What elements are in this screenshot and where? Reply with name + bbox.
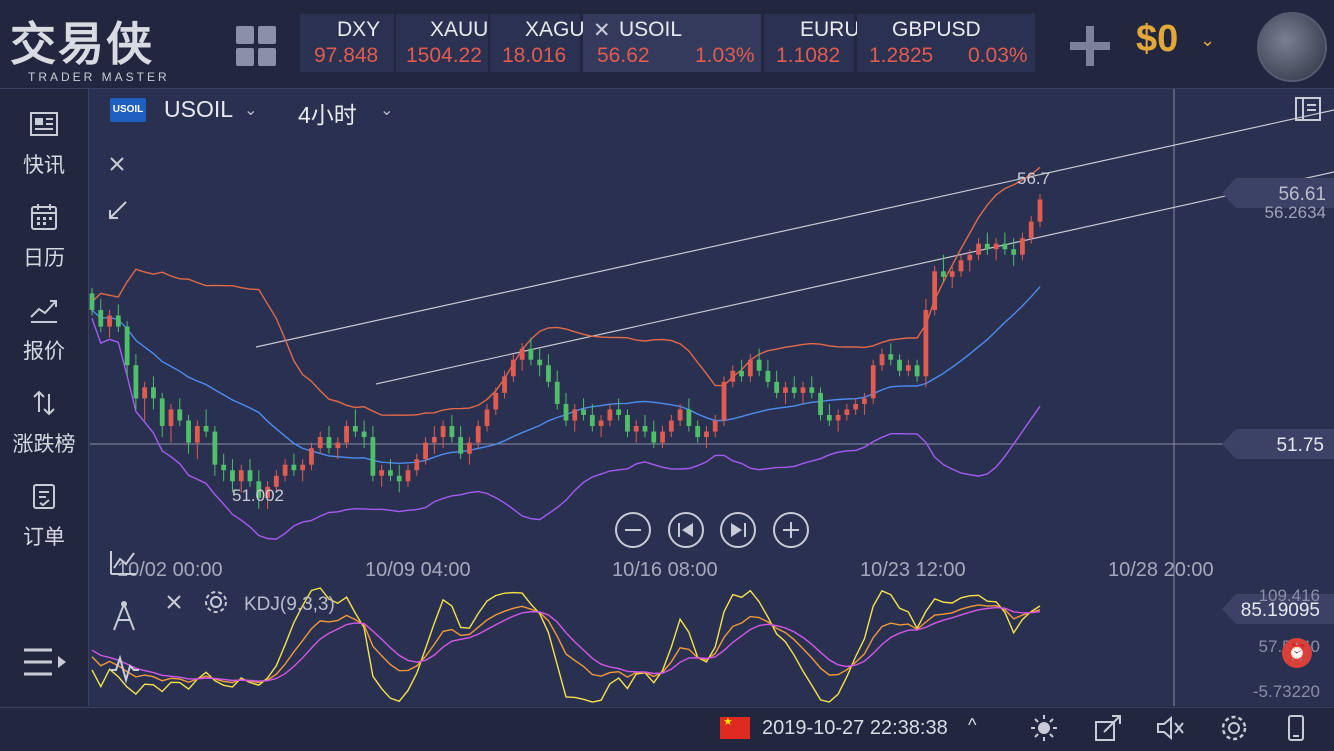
sidebar-item-label: 涨跌榜 [12,433,76,456]
zoom-in-button[interactable] [773,512,809,548]
quote-change: 0.03% [968,44,1028,67]
gear-icon[interactable] [203,589,229,615]
drawing-tool-icon[interactable] [110,600,138,632]
phone-icon[interactable] [1286,714,1306,742]
sidebar-item-label: 订单 [23,526,65,549]
quote-price: 1.1082 [776,44,841,67]
close-icon[interactable]: ✕ [593,19,611,42]
quote-symbol: GBPUSD [892,18,981,41]
quote-symbol: XAUU [430,18,489,41]
status-bar [0,707,1334,751]
menu-icon[interactable] [22,645,68,679]
avatar[interactable] [1257,12,1327,82]
calendar-icon [31,204,57,230]
quote-symbol: USOIL [619,18,683,41]
collapse-icon[interactable] [106,198,130,222]
sidebar-toggle-icon[interactable] [1294,96,1322,122]
quote-price: 18.016 [502,44,567,67]
chart-area[interactable] [89,89,1334,706]
quote-tab-xauu[interactable]: XAUU 1504.22 [396,14,488,72]
top-bar: 交易侠 TRADER MASTER DXY 97.848 XAUU 1504.2… [0,0,1334,89]
chevron-up-icon[interactable]: ^ [968,715,977,735]
quote-tab-euru[interactable]: EURU 1.1082 [764,14,860,72]
chevron-down-icon[interactable]: ⌄ [1200,30,1216,50]
chevron-down-icon[interactable]: ⌄ [244,102,258,119]
china-flag-icon[interactable] [720,715,750,739]
quotes-chart-icon [30,300,57,323]
logo-text-cn: 交易侠 [10,17,154,71]
account-balance[interactable]: $0 [1136,18,1179,60]
order-icon [33,484,55,509]
symbol-selector[interactable]: USOIL [164,96,234,122]
app-logo[interactable]: 交易侠 TRADER MASTER [10,8,195,84]
close-icon[interactable] [166,594,182,610]
mute-icon[interactable] [1156,714,1186,742]
quote-change: 1.03% [695,44,755,67]
sidebar-item-label: 日历 [23,247,65,270]
quote-tab-usoil[interactable]: ✕ USOIL 56.62 1.03% [583,14,761,72]
grid-menu-icon[interactable] [236,26,278,68]
news-icon [30,112,58,136]
wave-tool-icon[interactable] [108,654,140,684]
quote-price: 56.62 [597,44,650,67]
server-time[interactable]: 2019-10-27 22:38:38 [762,717,948,739]
sidebar-item-news[interactable]: 快讯 [0,109,88,189]
zoom-controls [615,512,809,548]
zoom-out-button[interactable] [615,512,651,548]
quote-symbol: DXY [337,18,381,41]
prev-button[interactable] [668,512,704,548]
alarm-icon[interactable]: ⏰ [1282,638,1312,668]
logo-text-en: TRADER MASTER [28,70,170,84]
indicator-icon[interactable] [108,548,138,576]
quote-symbol: XAGU [525,18,585,41]
sidebar: 快讯 日历 报价 涨跌榜 订单 [0,89,89,706]
brightness-icon[interactable] [1030,714,1058,742]
settings-gear-icon[interactable] [1220,714,1248,742]
sidebar-item-calendar[interactable]: 日历 [0,202,88,282]
sidebar-item-label: 报价 [23,340,65,363]
quote-price: 97.848 [314,44,379,67]
add-quote-icon[interactable] [1068,24,1112,68]
quote-tab-dxy[interactable]: DXY 97.848 [300,14,394,72]
sidebar-item-quotes[interactable]: 报价 [0,295,88,375]
sidebar-item-label: 快讯 [23,154,65,177]
up-down-icon [33,390,55,416]
timeframe-selector[interactable]: 4小时 [298,102,357,128]
next-button[interactable] [720,512,756,548]
quote-price: 1504.22 [406,44,482,67]
sidebar-item-movers[interactable]: 涨跌榜 [0,388,88,468]
quote-price: 1.2825 [869,44,934,67]
quote-tab-xagu[interactable]: XAGU 18.016 [490,14,585,72]
quote-symbol: EURU [800,18,860,41]
sidebar-item-orders[interactable]: 订单 [0,481,88,561]
chevron-down-icon[interactable]: ⌄ [380,102,394,119]
close-icon[interactable] [108,155,126,173]
quote-tab-gbpusd[interactable]: GBPUSD 1.2825 0.03% [857,14,1035,72]
share-icon[interactable] [1094,714,1122,742]
symbol-badge: USOIL [110,98,146,122]
